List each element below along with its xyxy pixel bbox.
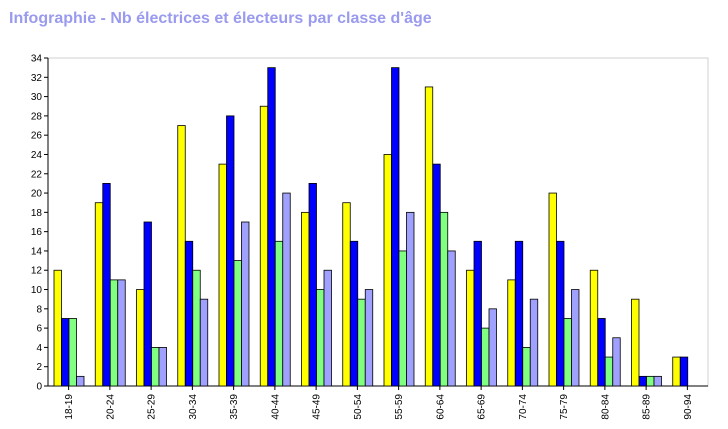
bar xyxy=(447,250,456,387)
bar xyxy=(473,240,482,387)
bar xyxy=(301,211,310,387)
bar xyxy=(604,356,614,387)
bar xyxy=(323,269,332,387)
y-tick-label: 8 xyxy=(36,304,42,315)
x-tick-label: 35-39 xyxy=(229,394,240,420)
x-tick-label: 30-34 xyxy=(188,394,199,420)
chart-title: Infographie - Nb électrices et électeurs… xyxy=(9,10,432,27)
x-tick-label: 90-94 xyxy=(683,394,694,420)
bar xyxy=(349,240,359,387)
bar xyxy=(233,260,242,387)
bar xyxy=(259,105,269,387)
bar xyxy=(117,279,126,387)
y-tick-label: 0 xyxy=(36,382,42,393)
bar xyxy=(274,240,284,387)
x-tick-label: 75-79 xyxy=(559,394,570,420)
bar xyxy=(439,211,449,387)
bar xyxy=(102,183,111,387)
x-tick-label: 55-59 xyxy=(394,394,405,420)
bar xyxy=(589,269,599,387)
y-tick-label: 32 xyxy=(31,73,43,84)
x-tick-label: 50-54 xyxy=(353,394,364,420)
bar xyxy=(282,192,291,387)
bar xyxy=(357,298,366,387)
y-tick-label: 24 xyxy=(31,150,43,161)
bar xyxy=(507,279,516,387)
x-tick-label: 85-89 xyxy=(642,394,653,420)
bar xyxy=(679,356,689,387)
bar xyxy=(68,318,77,387)
x-tick-label: 18-19 xyxy=(64,394,75,420)
bar xyxy=(192,269,201,387)
bar xyxy=(109,279,119,387)
bar xyxy=(383,154,392,387)
bar xyxy=(638,375,647,387)
bar xyxy=(177,125,186,387)
y-tick-label: 18 xyxy=(31,208,43,219)
bar xyxy=(316,289,325,387)
bar xyxy=(308,183,317,387)
bar xyxy=(241,221,250,387)
bar xyxy=(218,163,227,387)
bar xyxy=(76,375,85,387)
bar xyxy=(672,356,681,387)
bar xyxy=(432,163,441,387)
bar xyxy=(136,289,145,387)
bar xyxy=(653,375,662,387)
bar xyxy=(597,318,606,387)
bar xyxy=(556,240,565,387)
y-tick-label: 10 xyxy=(31,285,43,296)
bar xyxy=(631,298,640,387)
bar xyxy=(199,298,209,387)
bar xyxy=(61,318,70,387)
x-tick-label: 60-64 xyxy=(435,394,446,420)
bar xyxy=(184,240,194,387)
bar xyxy=(522,347,531,387)
bar xyxy=(398,250,407,387)
y-tick-label: 28 xyxy=(31,111,43,122)
bar xyxy=(143,221,152,387)
bar xyxy=(488,308,497,387)
bar xyxy=(563,318,572,387)
x-tick-label: 20-24 xyxy=(105,394,116,420)
bar xyxy=(481,327,490,387)
y-tick-label: 26 xyxy=(31,131,43,142)
x-tick-label: 40-44 xyxy=(270,394,281,420)
y-tick-label: 14 xyxy=(31,246,43,257)
bar xyxy=(548,192,557,387)
x-tick-label: 25-29 xyxy=(147,394,158,420)
bar xyxy=(94,202,104,387)
y-tick-label: 16 xyxy=(31,227,43,238)
bar xyxy=(406,211,415,387)
y-tick-label: 22 xyxy=(31,169,43,180)
y-tick-label: 12 xyxy=(31,266,43,277)
y-tick-label: 30 xyxy=(31,92,43,103)
bar xyxy=(53,269,62,387)
y-tick-label: 20 xyxy=(31,189,43,200)
y-tick-label: 2 xyxy=(36,362,42,373)
bar xyxy=(514,240,524,387)
bar xyxy=(226,115,235,387)
bar xyxy=(151,347,160,387)
bar xyxy=(571,289,580,387)
y-tick-label: 4 xyxy=(36,343,42,354)
bar xyxy=(466,269,475,387)
x-tick-label: 45-49 xyxy=(312,394,323,420)
bar xyxy=(529,298,539,387)
bar xyxy=(267,67,276,387)
x-tick-label: 80-84 xyxy=(600,394,611,420)
y-tick-label: 34 xyxy=(31,54,43,65)
y-tick-label: 6 xyxy=(36,324,42,335)
bar xyxy=(612,337,621,387)
bar xyxy=(646,375,655,387)
bar xyxy=(342,202,351,387)
bar xyxy=(391,67,400,387)
bar xyxy=(364,289,374,387)
x-tick-label: 65-69 xyxy=(477,394,488,420)
bar xyxy=(158,347,167,387)
x-tick-label: 70-74 xyxy=(518,394,529,420)
bar xyxy=(424,86,434,387)
